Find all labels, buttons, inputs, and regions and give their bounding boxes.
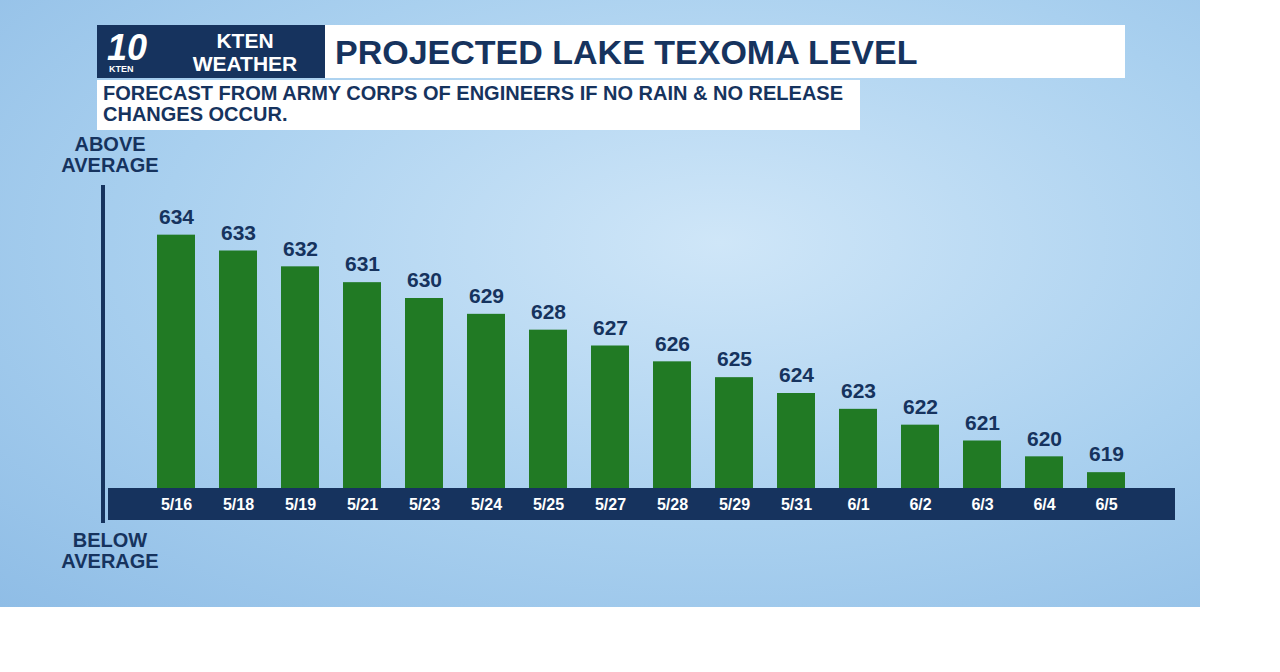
svg-text:5/16: 5/16	[161, 496, 192, 513]
svg-text:629: 629	[469, 284, 504, 307]
svg-text:6/1: 6/1	[847, 496, 869, 513]
html-text:10: 10	[107, 27, 147, 68]
svg-text:6/5: 6/5	[1095, 496, 1117, 513]
svg-text:5/21: 5/21	[347, 496, 378, 513]
svg-text:634: 634	[159, 205, 194, 228]
svg-text:628: 628	[531, 300, 566, 323]
html-text:WEATHER: WEATHER	[192, 52, 298, 75]
svg-text:5/29: 5/29	[719, 496, 750, 513]
svg-text:627: 627	[593, 316, 628, 339]
svg-text:5/19: 5/19	[285, 496, 316, 513]
html-text:AVERAGE: AVERAGE	[61, 154, 159, 176]
svg-text:6/2: 6/2	[909, 496, 931, 513]
svg-text:632: 632	[283, 237, 318, 260]
svg-text:6/3: 6/3	[971, 496, 993, 513]
html-text:KTEN: KTEN	[109, 64, 134, 74]
svg-text:5/23: 5/23	[409, 496, 440, 513]
html-text:FORECAST FROM ARMY CORPS OF EN: FORECAST FROM ARMY CORPS OF ENGINEERS IF…	[103, 82, 844, 125]
svg-text:5/28: 5/28	[657, 496, 688, 513]
svg-text:623: 623	[841, 379, 876, 402]
svg-text:624: 624	[779, 363, 814, 386]
html-text:BELOW: BELOW	[72, 529, 148, 551]
svg-text:622: 622	[903, 395, 938, 418]
svg-text:6/4: 6/4	[1033, 496, 1055, 513]
svg-text:625: 625	[717, 347, 752, 370]
svg-text:626: 626	[655, 332, 690, 355]
svg-text:621: 621	[965, 411, 1000, 434]
svg-text:5/27: 5/27	[595, 496, 626, 513]
svg-text:633: 633	[221, 221, 256, 244]
svg-text:5/24: 5/24	[471, 496, 502, 513]
svg-text:5/31: 5/31	[781, 496, 812, 513]
svg-text:5/18: 5/18	[223, 496, 254, 513]
svg-text:619: 619	[1089, 442, 1124, 465]
html-text:ABOVE: ABOVE	[74, 133, 146, 155]
svg-text:630: 630	[407, 268, 442, 291]
svg-text:620: 620	[1027, 427, 1062, 450]
html-text:PROJECTED LAKE TEXOMA LEVEL: PROJECTED LAKE TEXOMA LEVEL	[335, 33, 918, 71]
html-text:AVERAGE: AVERAGE	[61, 550, 159, 572]
svg-text:631: 631	[345, 252, 380, 275]
svg-text:5/25: 5/25	[533, 496, 564, 513]
html-text:KTEN: KTEN	[216, 29, 274, 52]
